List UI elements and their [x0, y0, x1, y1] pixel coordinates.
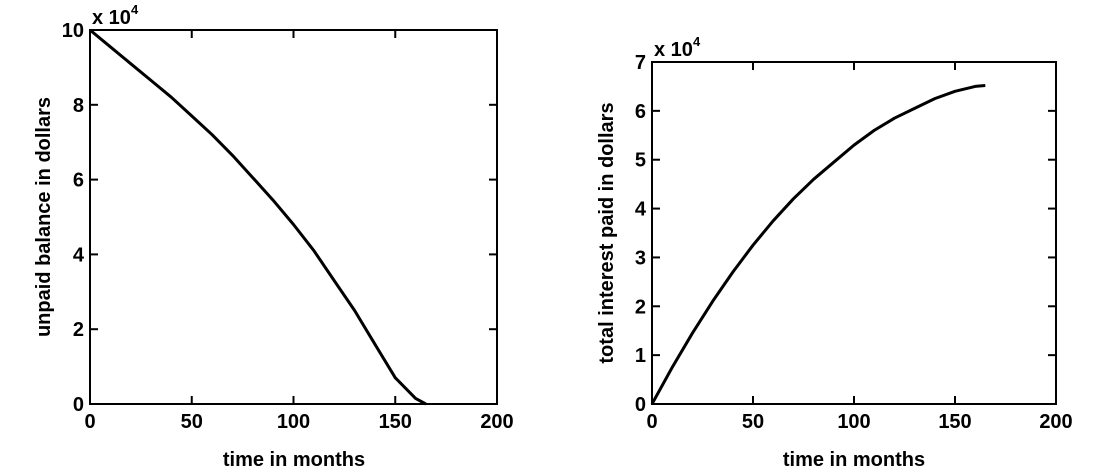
y-multiplier-label: x 104 [92, 2, 139, 29]
y-axis-label: total interest paid in dollars [596, 102, 618, 363]
x-tick-label: 150 [379, 411, 412, 433]
x-tick-label: 50 [181, 411, 203, 433]
x-tick-label: 200 [1039, 411, 1072, 433]
x-tick-label: 50 [742, 411, 764, 433]
y-tick-label: 6 [635, 101, 646, 123]
y-tick-label: 2 [635, 296, 646, 318]
y-tick-label: 0 [73, 394, 84, 416]
x-tick-label: 0 [84, 411, 95, 433]
x-tick-label: 100 [277, 411, 310, 433]
x-axis-label: time in months [783, 449, 925, 471]
y-axis-label: unpaid balance in dollars [33, 97, 55, 337]
y-multiplier-label: x 104 [654, 34, 701, 61]
y-tick-label: 4 [73, 244, 85, 266]
y-tick-label: 6 [73, 170, 84, 192]
y-tick-label: 4 [635, 199, 647, 221]
y-tick-label: 5 [635, 150, 646, 172]
y-tick-label: 2 [73, 319, 84, 341]
x-tick-label: 150 [938, 411, 971, 433]
chart-frame [652, 62, 1056, 404]
y-tick-label: 8 [73, 95, 84, 117]
y-tick-label: 1 [635, 345, 646, 367]
series-line [652, 86, 985, 405]
y-tick-label: 3 [635, 247, 646, 269]
chart-total-interest: 0 50 100 150 200 0 1 2 3 4 5 6 7 x 104 time in month… [596, 34, 1073, 471]
x-tick-label: 100 [837, 411, 870, 433]
x-axis-label: time in months [223, 449, 365, 471]
x-tick-label: 0 [646, 411, 657, 433]
chart-frame [90, 30, 497, 404]
y-tick-label: 7 [635, 52, 646, 74]
x-tick-label: 200 [480, 411, 513, 433]
series-line [90, 30, 426, 404]
chart-marks: 0 50 100 150 200 0 1 2 3 4 5 6 7 [635, 52, 1073, 433]
y-tick-label: 10 [62, 20, 84, 42]
chart-marks: 0 50 100 150 200 0 2 4 6 8 10 [62, 20, 514, 433]
y-tick-label: 0 [635, 394, 646, 416]
chart-unpaid-balance: 0 50 100 150 200 0 2 4 6 8 10 x 104 time in months… [33, 2, 514, 471]
